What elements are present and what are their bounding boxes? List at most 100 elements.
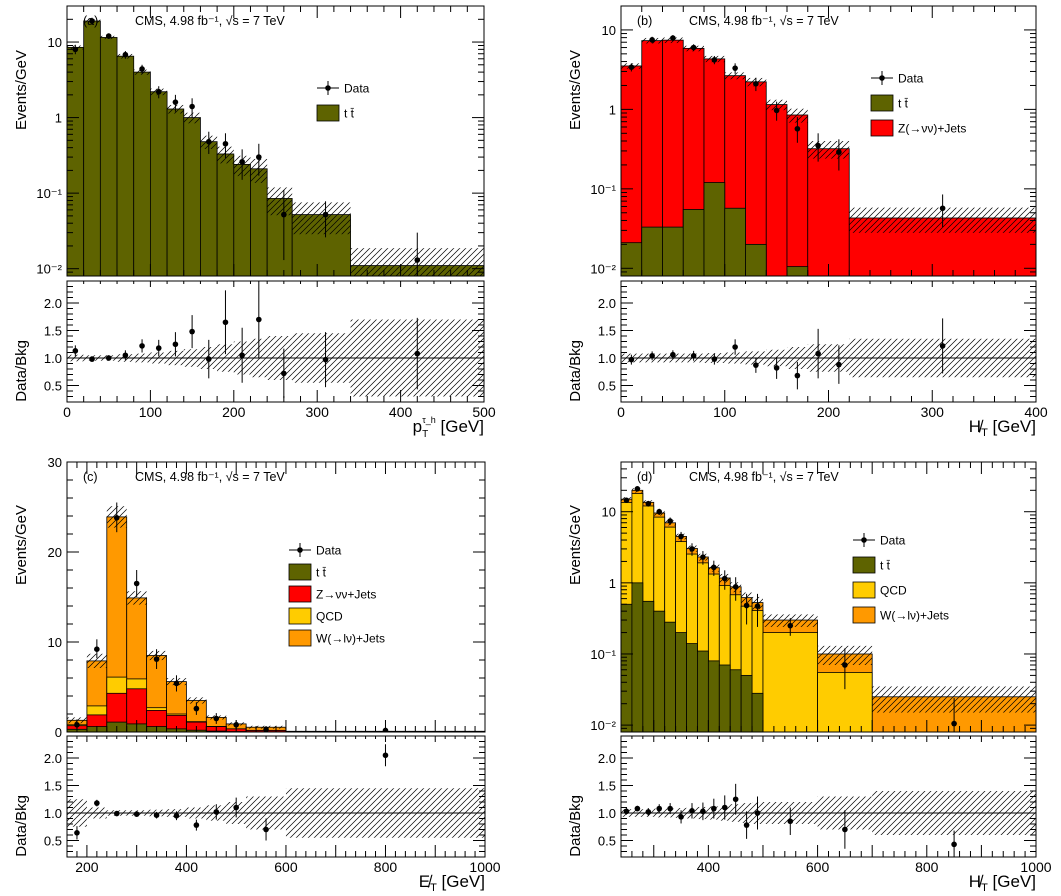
bar	[642, 600, 655, 732]
x-axis-label: E̸T [GeV]	[419, 872, 485, 894]
bar	[664, 621, 677, 732]
data-point	[836, 149, 842, 155]
data-point	[754, 603, 761, 609]
x-axis-label: H̸T [GeV]	[969, 417, 1036, 439]
cms-label: CMS, 4.98 fb⁻¹, √s = 7 TeV	[689, 14, 839, 28]
x-tick-label: 800	[915, 859, 939, 875]
ratio-y-tick-label: 1.5	[598, 324, 616, 339]
y-tick-label: 1	[609, 576, 616, 591]
y-tick-label: 10	[602, 23, 616, 38]
bar	[133, 71, 151, 276]
data-point	[172, 99, 179, 105]
ratio-point	[656, 805, 663, 812]
ratio-y-tick-label: 2.0	[44, 296, 62, 311]
legend-label: Data	[344, 82, 370, 96]
bar	[740, 674, 753, 732]
bar	[166, 108, 185, 276]
data-point	[690, 44, 697, 51]
uncertainty-band	[86, 653, 107, 669]
uncertainty-band	[186, 697, 207, 704]
ratio-y-tick-label: 1.0	[598, 806, 616, 821]
chart-panel-3: 0 10 20 30 Events/GeV (c) CMS, 4.98 fb⁻¹, √s =…	[13, 455, 501, 894]
bar	[724, 207, 746, 276]
uncertainty-band	[724, 72, 746, 80]
chart-panel-2: 10⁻² 10⁻¹ 1 10 Events/GeV (b) CMS, 4.98 fb⁻¹, …	[567, 5, 1048, 439]
y-tick-label: 10⁻¹	[590, 182, 616, 197]
ratio-plot-area	[621, 783, 1036, 857]
plot-area	[67, 17, 484, 276]
y-axis-label: Events/GeV	[13, 50, 30, 130]
ratio-point	[711, 805, 717, 812]
data-point	[645, 500, 652, 507]
ratio-point	[939, 343, 946, 349]
bar	[751, 692, 764, 732]
legend-swatch	[288, 585, 312, 603]
bar	[762, 632, 818, 732]
data-point	[628, 64, 635, 70]
data-point	[951, 720, 957, 727]
ratio-y-tick-label: 2.0	[598, 296, 616, 311]
bar	[621, 242, 643, 276]
ratio-y-tick-label: 0.5	[598, 834, 616, 849]
ratio-y-axis-label: Data/Bkg	[567, 795, 584, 857]
ratio-y-tick-label: 1.5	[44, 779, 62, 794]
legend-label: t t̄	[316, 566, 327, 580]
legend-swatch	[852, 606, 876, 624]
ratio-point	[815, 350, 821, 357]
data-point	[322, 211, 329, 218]
ratio-point	[773, 365, 780, 371]
data-point	[113, 515, 120, 521]
legend-label: Data	[316, 544, 342, 558]
ratio-y-axis-label: Data/Bkg	[13, 340, 30, 402]
legend-label: t t̄	[344, 107, 355, 121]
bar	[183, 117, 201, 276]
ratio-point	[222, 319, 229, 326]
data-point	[794, 125, 801, 132]
ratio-point	[711, 356, 718, 362]
ratio-y-tick-label: 2.0	[44, 751, 62, 766]
x-axis-label: H̸T [GeV]	[969, 872, 1036, 894]
bar	[786, 266, 809, 276]
bar	[631, 582, 644, 732]
data-point	[281, 211, 287, 218]
ratio-point	[89, 356, 95, 362]
x-tick-label: 300	[306, 404, 330, 420]
legend-label: QCD	[880, 584, 907, 598]
legend-swatch	[870, 119, 894, 137]
ratio-point	[256, 316, 262, 323]
x-tick-label: 400	[1024, 404, 1048, 420]
legend-label: QCD	[316, 610, 343, 624]
legend-swatch	[316, 104, 340, 122]
y-axis-label: Events/GeV	[567, 505, 584, 585]
data-point	[623, 497, 630, 504]
data-point	[939, 205, 946, 212]
bar	[703, 182, 726, 276]
ratio-point	[634, 805, 641, 812]
legend-swatch	[288, 629, 312, 647]
ratio-point	[649, 353, 655, 359]
bar	[765, 104, 788, 276]
ratio-point	[794, 372, 801, 379]
legend-label: t t̄	[898, 97, 909, 111]
ratio-plot-area	[67, 281, 484, 399]
bar	[621, 603, 633, 732]
bar	[807, 148, 850, 276]
ratio-point	[787, 818, 794, 825]
ratio-y-tick-label: 1.0	[598, 351, 616, 366]
uncertainty-band	[787, 108, 808, 123]
ratio-point	[690, 353, 697, 359]
y-tick-label: 10⁻²	[590, 261, 616, 276]
x-tick-label: 400	[175, 859, 199, 875]
plot-area	[67, 502, 485, 732]
ratio-point	[667, 805, 673, 812]
ratio-point	[281, 370, 287, 377]
y-axis-label: Events/GeV	[13, 505, 30, 585]
bar	[682, 209, 705, 276]
data-point	[94, 646, 100, 652]
ratio-point	[700, 808, 706, 815]
data-point	[732, 583, 739, 590]
cms-label: CMS, 4.98 fb⁻¹, √s = 7 TeV	[135, 470, 285, 484]
ratio-point	[205, 356, 212, 362]
x-axis-label: pTτ_h [GeV]	[413, 415, 484, 440]
